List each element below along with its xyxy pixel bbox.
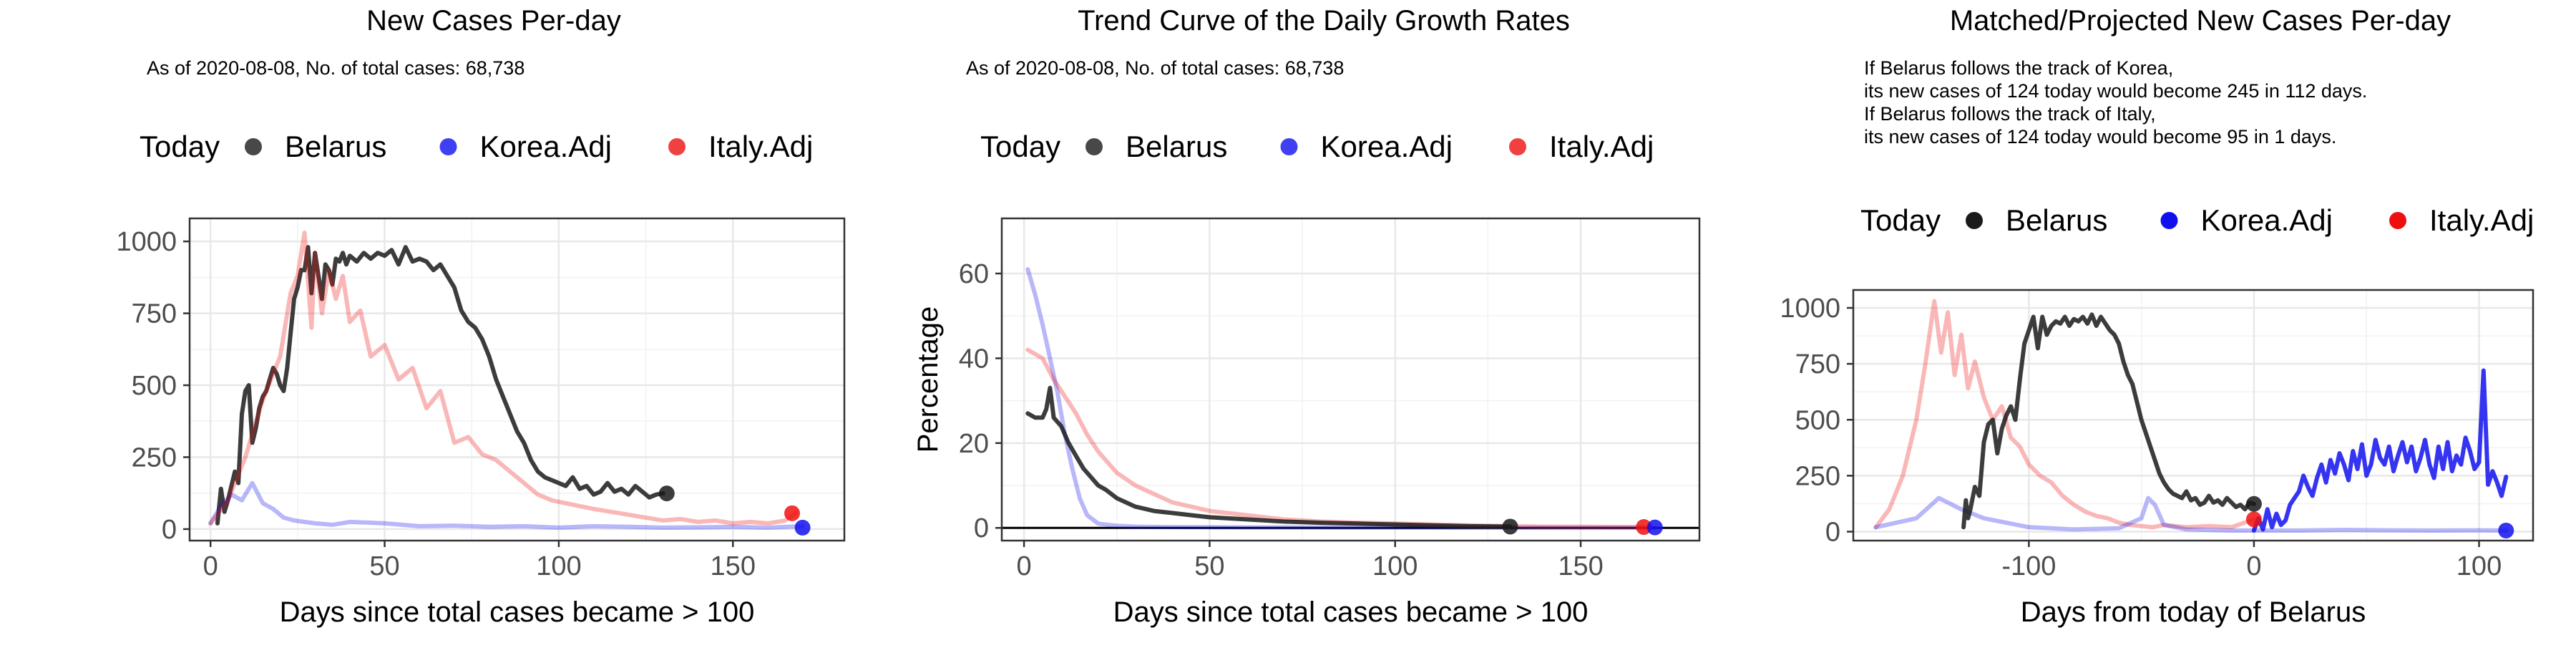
legend-title: Today [980,130,1060,163]
x-tick-label: 0 [2246,551,2261,581]
legend-title: Today [1860,203,1941,237]
today-point-italy [2245,511,2262,528]
x-tick-label: -100 [2001,551,2056,581]
legend-key-italy [1509,138,1526,155]
x-tick-label: 0 [203,551,218,581]
series-group [1025,267,1657,531]
grid-lines [1002,218,1699,541]
x-tick-label: 0 [1017,551,1032,581]
x-tick-label: 50 [1194,551,1224,581]
chart-legend: Today Belarus Korea.Adj Italy.Adj [980,130,1654,163]
y-tick-label: 40 [959,344,989,374]
y-tick-label: 0 [974,513,989,543]
today-point-belarus [658,485,675,502]
chart-3: Matched/Projected New Cases Per-day If Be… [1780,5,2534,628]
legend-label-belarus: Belarus [2006,203,2107,237]
plot-border [1000,217,1701,542]
y-tick-label: 0 [1825,518,1840,548]
legend-label-italy: Italy.Adj [2429,203,2534,237]
legend-key-italy [668,138,686,155]
plot-border [1852,289,2534,542]
y-tick-label: 750 [132,299,177,329]
legend-label-italy: Italy.Adj [708,130,813,163]
x-axis-title: Days from today of Belarus [2021,596,2366,628]
y-tick-label: 500 [132,371,177,401]
chart-2: Trend Curve of the Daily Growth Rates As … [912,5,1701,628]
series-line-belarus [1025,385,1513,529]
axes: 0 50 100 150 0 250 500 750 1000 [116,227,756,581]
chart-1: New Cases Per-day As of 2020-08-08, No. o… [116,5,846,628]
series-group [208,231,805,530]
x-tick-label: 100 [1372,551,1418,581]
series-line-korea [208,480,805,530]
series-line-italy [208,231,798,526]
today-point-korea [2498,522,2514,538]
y-tick-label: 750 [1795,349,1840,379]
chart-subtitle-line: its new cases of 124 today would become … [1864,80,2367,102]
legend-key-italy [2389,212,2406,229]
today-point-korea [794,519,811,536]
chart-subtitle-line: its new cases of 124 today would become … [1864,126,2336,148]
chart-subtitle: As of 2020-08-08, No. of total cases: 68… [966,57,1344,79]
series-group [1873,299,2509,533]
y-tick-label: 250 [132,443,177,473]
plot-panel [190,218,844,541]
x-axis-title: Days since total cases became > 100 [280,596,755,628]
axes: 0 50 100 150 0 20 40 60 [959,259,1604,581]
legend-key-belarus [1085,138,1103,155]
legend-key-belarus [1966,212,1983,229]
chart-title: Matched/Projected New Cases Per-day [1950,5,2451,37]
today-point-belarus [2245,495,2262,512]
plot-panel [1002,218,1699,541]
today-point-korea [1646,519,1663,536]
x-tick-label: 100 [536,551,581,581]
y-tick-label: 20 [959,429,989,459]
grid-lines [190,218,844,541]
y-tick-label: 250 [1795,461,1840,491]
series-line-korea [2251,368,2509,533]
plot-border [188,217,846,542]
y-tick-label: 1000 [1780,294,1840,324]
legend-key-korea [1280,138,1298,155]
y-tick-label: 0 [162,515,177,545]
chart-legend: Today Belarus Korea.Adj Italy.Adj [140,130,813,163]
today-point-italy [784,505,800,521]
series-line-belarus [1961,312,2256,530]
series-line-belarus [215,245,665,526]
legend-label-belarus: Belarus [285,130,386,163]
y-tick-label: 1000 [116,227,177,257]
y-axis-title: Percentage [912,306,944,453]
x-tick-label: 150 [711,551,756,581]
today-point-belarus [1502,518,1518,535]
chart-subtitle-line: If Belarus follows the track of Korea, [1864,57,2173,79]
legend-label-italy: Italy.Adj [1549,130,1654,163]
legend-key-korea [439,138,457,155]
x-tick-label: 150 [1558,551,1603,581]
series-line-korea [1025,267,1657,531]
legend-label-belarus: Belarus [1126,130,1227,163]
legend-label-korea: Korea.Adj [2201,203,2333,237]
y-tick-label: 60 [959,259,989,289]
x-tick-label: 100 [2457,551,2502,581]
chart-title: Trend Curve of the Daily Growth Rates [1078,5,1570,37]
legend-key-belarus [245,138,262,155]
legend-title: Today [140,130,220,163]
chart-subtitle: As of 2020-08-08, No. of total cases: 68… [147,57,525,79]
chart-title: New Cases Per-day [366,5,621,37]
legend-label-korea: Korea.Adj [1321,130,1453,163]
legend-key-korea [2160,212,2178,229]
plot-panel [1853,290,2533,541]
today-point-italy [1636,519,1652,536]
x-tick-label: 50 [369,551,399,581]
chart-legend: Today Belarus Korea.Adj Italy.Adj [1860,203,2534,237]
series-line-italy [1873,299,2256,530]
grid-lines [1853,290,2533,541]
x-axis-title: Days since total cases became > 100 [1113,596,1589,628]
chart-subtitle-line: If Belarus follows the track of Italy, [1864,103,2156,125]
legend-label-korea: Korea.Adj [480,130,612,163]
y-tick-label: 500 [1795,405,1840,435]
